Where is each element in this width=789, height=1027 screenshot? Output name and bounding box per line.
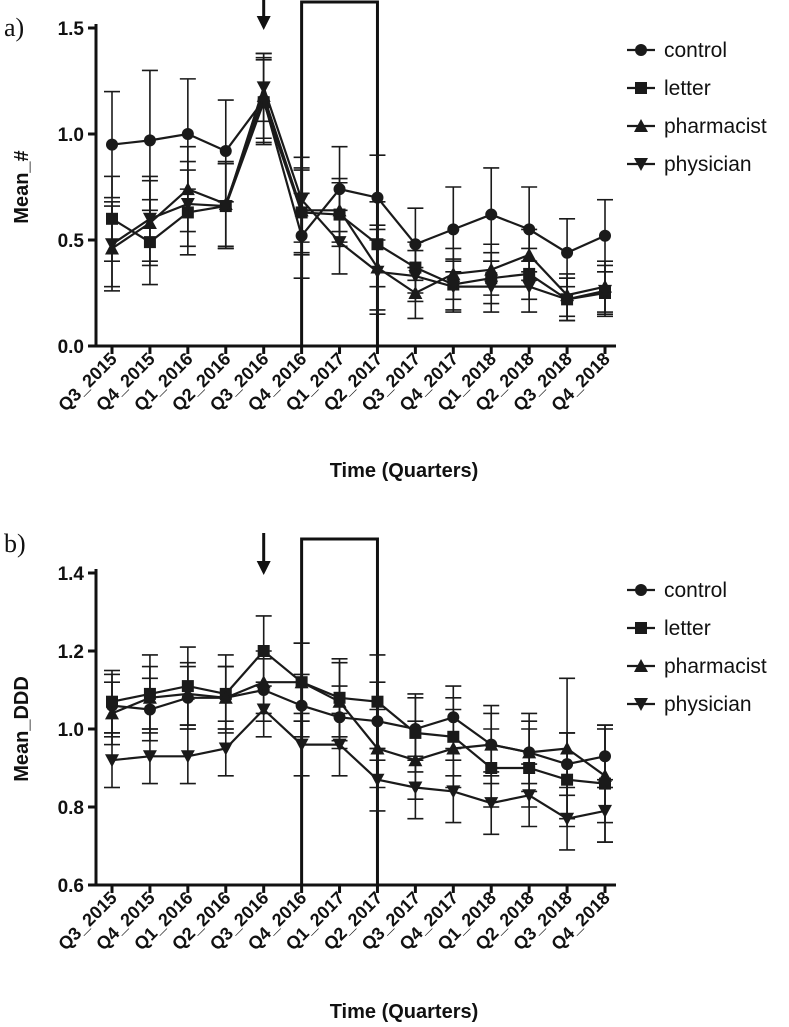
y-tick-label: 0.8	[58, 798, 84, 819]
legend-label-letter: letter	[664, 77, 711, 100]
x-axis-label: Time (Quarters)	[330, 1001, 479, 1023]
series-line-control	[111, 97, 606, 254]
data-point-control	[181, 128, 194, 140]
data-point-control	[371, 191, 384, 204]
data-point-control	[485, 208, 498, 221]
legend-marker-pharmacist	[634, 119, 648, 132]
chart-panel-a: a)0.00.51.01.5Q3_2015Q4_2015Q1_2016Q2_20…	[4, 0, 767, 482]
series-line-physician	[111, 83, 606, 301]
y-axis-label: Mean_#	[11, 150, 33, 223]
data-point-pharmacist	[332, 694, 347, 708]
legend-label-letter: letter	[664, 617, 711, 640]
data-point-physician	[180, 750, 195, 764]
data-point-pharmacist	[522, 745, 537, 759]
legend-label-control: control	[664, 579, 727, 602]
series-line-pharmacist	[111, 92, 606, 297]
data-point-pharmacist	[180, 686, 195, 700]
data-point-pharmacist	[446, 741, 461, 755]
data-point-physician	[522, 789, 537, 803]
data-point-pharmacist	[598, 768, 612, 782]
data-point-physician	[370, 265, 385, 279]
data-point-physician	[105, 238, 119, 252]
data-point-pharmacist	[142, 690, 157, 704]
data-point-physician	[256, 81, 271, 95]
legend-marker-control	[635, 584, 647, 596]
data-point-pharmacist	[294, 675, 309, 689]
data-point-physician	[218, 200, 233, 214]
legend-label-control: control	[664, 39, 727, 62]
data-point-pharmacist	[484, 737, 499, 751]
data-point-physician	[142, 750, 157, 764]
legend-marker-pharmacist	[634, 659, 648, 672]
legend-label-pharmacist: pharmacist	[664, 115, 767, 138]
chart-panel-b: b)0.60.81.01.21.4Q3_2015Q4_2015Q1_2016Q2…	[4, 529, 767, 1023]
data-point-physician	[598, 804, 612, 818]
y-tick-label: 1.4	[58, 564, 85, 585]
data-point-control	[447, 223, 460, 236]
data-point-physician	[370, 773, 385, 787]
y-tick-label: 1.2	[58, 642, 84, 663]
panel-label: b)	[4, 529, 26, 558]
data-point-physician	[446, 785, 461, 799]
panel-label: a)	[4, 13, 24, 42]
data-point-physician	[408, 270, 423, 284]
series-line-pharmacist	[111, 681, 606, 777]
data-point-physician	[218, 742, 233, 756]
legend-marker-letter	[635, 622, 647, 634]
data-point-physician	[294, 193, 309, 207]
data-point-letter	[371, 695, 384, 708]
data-point-control	[599, 229, 611, 242]
y-tick-label: 1.0	[58, 720, 84, 741]
series-line-letter	[111, 98, 606, 301]
series-line-physician	[111, 707, 606, 820]
data-point-physician	[256, 703, 271, 717]
legend-label-pharmacist: pharmacist	[664, 655, 767, 678]
arrow-down-icon	[256, 561, 271, 575]
data-point-control	[561, 246, 574, 259]
data-point-pharmacist	[522, 247, 537, 261]
data-point-physician	[484, 797, 499, 811]
y-tick-label: 0.0	[58, 337, 84, 358]
x-axis-label: Time (Quarters)	[330, 460, 479, 482]
legend-marker-control	[635, 44, 647, 56]
y-tick-label: 0.5	[58, 231, 85, 252]
data-point-control	[219, 144, 232, 157]
data-point-pharmacist	[218, 690, 233, 704]
legend-marker-letter	[635, 82, 647, 94]
data-point-physician	[484, 280, 499, 294]
data-point-pharmacist	[105, 706, 119, 720]
data-point-pharmacist	[560, 741, 575, 755]
data-point-physician	[105, 754, 119, 768]
y-tick-label: 0.6	[58, 876, 84, 897]
data-point-control	[143, 134, 156, 147]
y-axis-label: Mean_DDD	[11, 676, 33, 782]
data-point-physician	[142, 212, 157, 226]
data-point-physician	[598, 284, 612, 298]
series-line-letter	[111, 649, 606, 785]
data-point-physician	[180, 197, 195, 211]
data-point-physician	[560, 293, 575, 307]
arrow-down-icon	[256, 16, 271, 30]
legend-marker-physician	[634, 698, 648, 711]
legend-label-physician: physician	[664, 153, 752, 176]
data-point-physician	[560, 812, 575, 826]
data-point-physician	[522, 280, 537, 294]
data-point-physician	[332, 738, 347, 752]
data-point-physician	[408, 781, 423, 795]
legend-marker-physician	[634, 158, 648, 171]
legend-label-physician: physician	[664, 693, 752, 716]
data-point-control	[106, 138, 118, 151]
data-point-physician	[332, 236, 347, 250]
data-point-physician	[294, 738, 309, 752]
y-tick-label: 1.0	[58, 125, 84, 146]
y-tick-label: 1.5	[58, 19, 85, 40]
data-point-physician	[446, 280, 461, 294]
